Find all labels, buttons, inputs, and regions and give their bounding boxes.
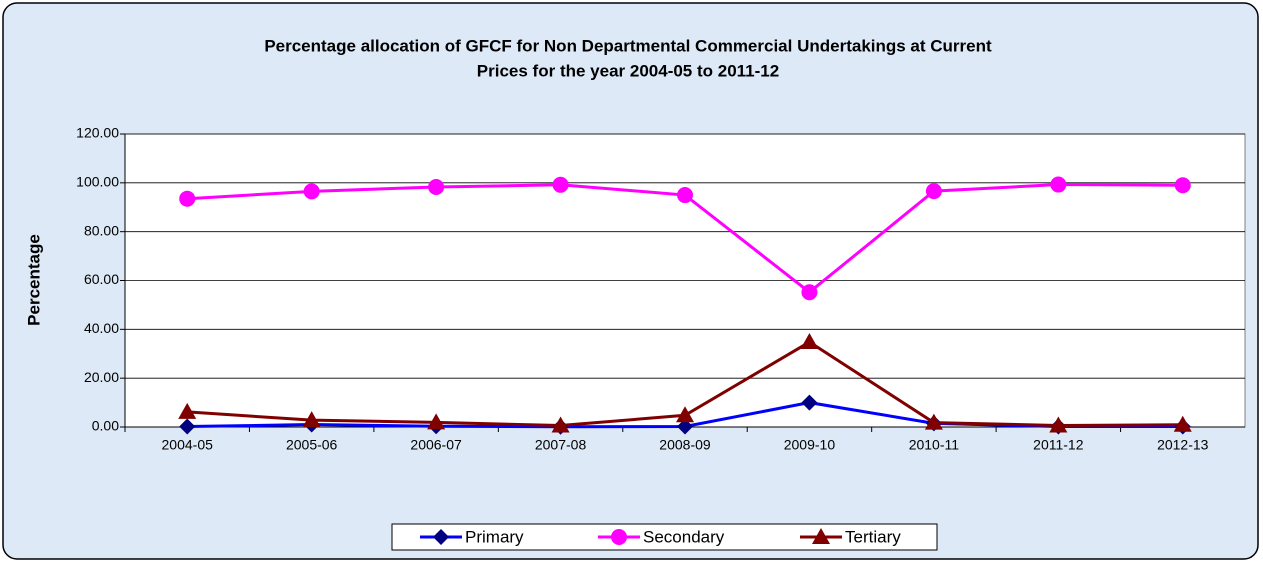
x-tick-label: 2010-11 bbox=[909, 437, 960, 453]
x-tick-label: 2012-13 bbox=[1157, 437, 1209, 453]
legend-marker bbox=[812, 528, 830, 544]
x-tick-label: 2008-09 bbox=[659, 437, 711, 453]
marker bbox=[551, 416, 570, 433]
marker bbox=[924, 413, 943, 430]
marker bbox=[552, 176, 569, 193]
marker bbox=[428, 178, 445, 195]
marker bbox=[303, 183, 320, 200]
marker bbox=[302, 411, 321, 428]
marker bbox=[676, 406, 694, 423]
marker bbox=[800, 333, 819, 350]
y-tick-label: 120.00 bbox=[76, 125, 119, 141]
marker bbox=[179, 190, 196, 207]
y-tick-label: 60.00 bbox=[84, 271, 119, 287]
marker bbox=[801, 284, 818, 301]
y-tick-label: 80.00 bbox=[84, 222, 119, 238]
x-tick-label: 2005-06 bbox=[286, 437, 338, 453]
x-tick-label: 2009-10 bbox=[784, 437, 836, 453]
legend-label: Primary bbox=[465, 527, 524, 546]
legend-marker bbox=[611, 529, 627, 545]
y-axis-label: Percentage bbox=[24, 234, 43, 326]
legend bbox=[391, 523, 938, 551]
legend-label: Secondary bbox=[643, 527, 725, 546]
x-tick-label: 2004-05 bbox=[162, 437, 214, 453]
x-tick-label: 2011-12 bbox=[1033, 437, 1084, 453]
legend-label: Tertiary bbox=[845, 527, 901, 546]
y-tick-label: 20.00 bbox=[84, 369, 119, 385]
x-tick-label: 2006-07 bbox=[410, 437, 462, 453]
marker bbox=[925, 183, 942, 200]
marker bbox=[179, 418, 196, 435]
marker bbox=[801, 394, 818, 411]
legend-marker bbox=[433, 529, 449, 545]
marker bbox=[1173, 415, 1192, 432]
x-tick-label: 2007-08 bbox=[535, 437, 587, 453]
y-tick-label: 0.00 bbox=[92, 418, 119, 434]
marker bbox=[1050, 176, 1067, 193]
chart-title: Prices for the year 2004-05 to 2011-12 bbox=[477, 61, 779, 80]
marker bbox=[1049, 416, 1068, 433]
chart-title: Percentage allocation of GFCF for Non De… bbox=[264, 36, 992, 55]
marker bbox=[677, 418, 693, 435]
marker bbox=[427, 413, 446, 430]
y-tick-label: 100.00 bbox=[76, 174, 119, 190]
marker bbox=[1174, 177, 1191, 194]
y-tick-label: 40.00 bbox=[84, 320, 119, 336]
marker bbox=[677, 187, 693, 204]
marker bbox=[178, 402, 197, 419]
